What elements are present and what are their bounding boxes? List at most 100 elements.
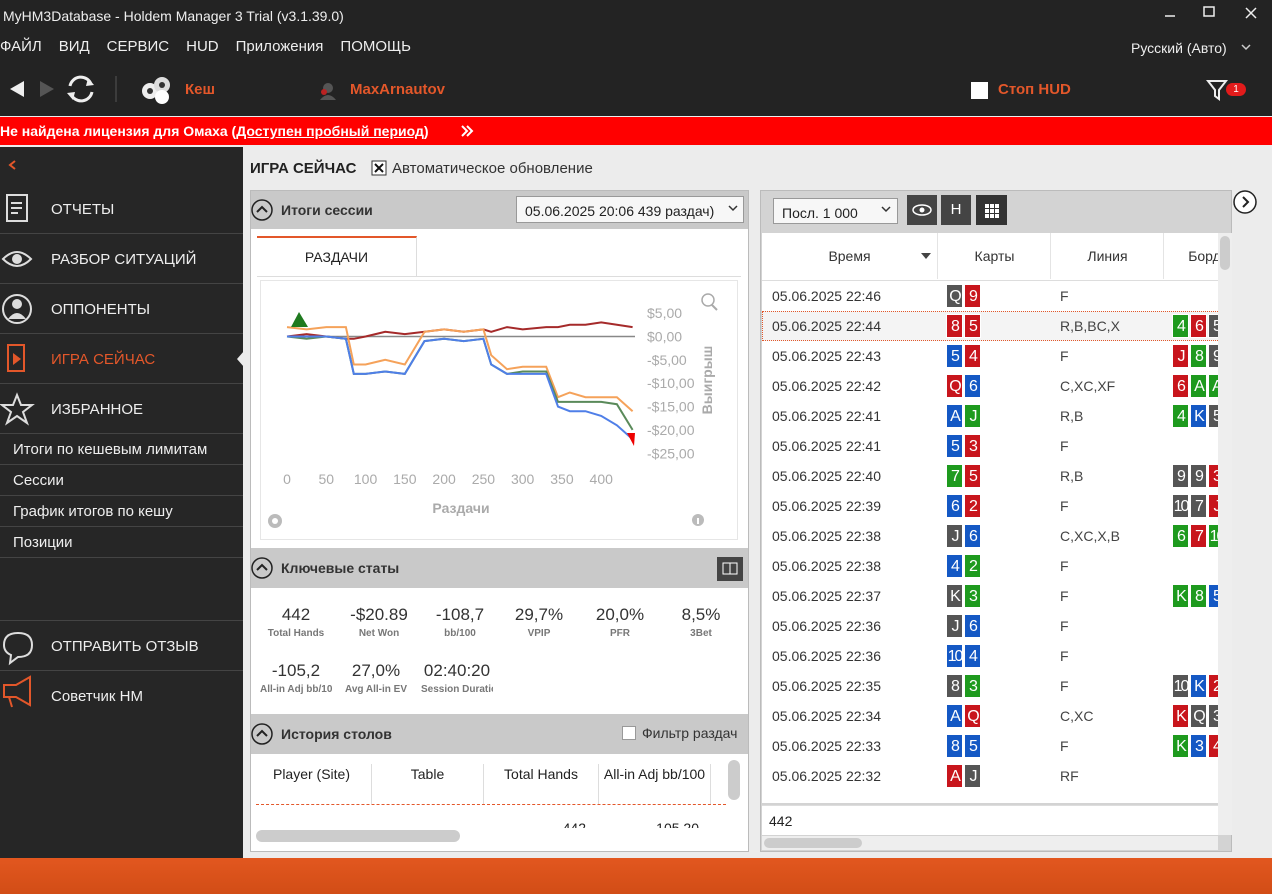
card: J: [946, 614, 963, 638]
card: 6: [1172, 374, 1189, 398]
scrollbar[interactable]: [1220, 236, 1230, 270]
column-header[interactable]: Карты: [939, 233, 1051, 279]
language-selector[interactable]: Русский (Авто): [1131, 40, 1227, 56]
session-selector[interactable]: 05.06.2025 20:06 439 раздач): [516, 196, 744, 223]
collapse-button[interactable]: [251, 723, 275, 747]
cell-time: 05.06.2025 22:35: [772, 678, 881, 694]
separator: [0, 670, 243, 671]
sidebar-icons: [0, 194, 35, 708]
menu-item[interactable]: СЕРВИС: [106, 38, 170, 55]
scrollbar[interactable]: [728, 760, 740, 800]
scrollbar[interactable]: [764, 838, 862, 848]
column-header[interactable]: Table: [372, 764, 484, 804]
collapse-arrow[interactable]: [6, 158, 18, 172]
window-controls[interactable]: [1150, 0, 1272, 30]
column-header[interactable]: Player (Site): [252, 764, 372, 804]
table-history: Player (Site) Table Total Hands All-in Adj …: [252, 756, 726, 828]
player-name[interactable]: MaxArnautov: [350, 81, 446, 98]
stat-label: Session Duration: [421, 684, 493, 695]
sub-nav-item[interactable]: Итоги по кешевым лимитам: [13, 441, 208, 458]
stat-value: -$20.89: [350, 605, 408, 624]
card: K: [946, 584, 963, 608]
nav-buttons[interactable]: [0, 70, 130, 110]
cell-time: 05.06.2025 22:44: [772, 318, 881, 334]
cell-line: C,XC,X,B: [1060, 528, 1120, 544]
card: 5: [946, 434, 963, 458]
card: 4: [964, 644, 981, 668]
card: 4: [964, 344, 981, 368]
auto-update-label[interactable]: Автоматическое обновление: [392, 160, 593, 177]
sub-nav-item[interactable]: График итогов по кешу: [13, 503, 173, 520]
sidebar: [0, 147, 243, 858]
replay-button[interactable]: [907, 195, 937, 225]
card: 2: [964, 554, 981, 578]
stop-hud-checkbox[interactable]: [971, 82, 988, 99]
card: 3: [964, 584, 981, 608]
expand-button[interactable]: [1233, 190, 1259, 216]
column-header[interactable]: All-in Adj bb/100: [599, 764, 711, 804]
filter-checkbox[interactable]: [622, 726, 636, 740]
h-button[interactable]: H: [941, 195, 971, 225]
nav-item[interactable]: ОТЧЕТЫ: [51, 201, 115, 218]
card: K: [1172, 734, 1189, 758]
max-marker: [291, 312, 308, 327]
card: 7: [1190, 524, 1207, 548]
column-header[interactable]: Борд: [1165, 233, 1218, 279]
layout-button[interactable]: [716, 556, 744, 582]
card: 9: [1172, 464, 1189, 488]
card: 4: [1172, 404, 1189, 428]
cell-line: R,B,BC,X: [1060, 318, 1120, 334]
column-header[interactable]: Время: [762, 233, 938, 279]
cell-time: 05.06.2025 22:36: [772, 618, 881, 634]
sub-nav-item[interactable]: Сессии: [13, 472, 64, 489]
stat-label: Total Hands: [267, 628, 325, 639]
card: A: [946, 404, 963, 428]
cash-button[interactable]: Кеш: [185, 81, 215, 98]
column-header[interactable]: Линия: [1052, 233, 1164, 279]
card: 6: [964, 614, 981, 638]
column-header[interactable]: Total Hands: [484, 764, 599, 804]
auto-update-checkbox[interactable]: [371, 160, 387, 176]
zoom-icon[interactable]: [701, 293, 715, 307]
cell-line: F: [1060, 558, 1069, 574]
license-banner: Не найдена лицензия для Омаха (Доступен …: [0, 117, 1272, 145]
banner-arrow[interactable]: [460, 124, 474, 138]
banner-link[interactable]: Доступен пробный период: [236, 123, 424, 139]
nav-item[interactable]: РАЗБОР СИТУАЦИЙ: [51, 251, 197, 268]
y-tick-label: $5,00: [647, 305, 682, 321]
nav-item[interactable]: ИЗБРАННОЕ: [51, 401, 144, 418]
menu-item[interactable]: Приложения: [235, 38, 324, 55]
hands-table: Время Карты Линия Борд 05.06.2025 22:46 Q 9 F 05…: [762, 233, 1218, 803]
card: 8: [946, 314, 963, 338]
sub-nav-item[interactable]: Позиции: [13, 534, 73, 551]
nav-item[interactable]: ОТПРАВИТЬ ОТЗЫВ: [51, 638, 199, 655]
card: 5: [964, 314, 981, 338]
collapse-button[interactable]: [251, 557, 275, 581]
collapse-button[interactable]: [251, 199, 275, 223]
filter-label[interactable]: Фильтр раздач: [642, 725, 738, 741]
stop-hud-label[interactable]: Стоп HUD: [998, 81, 1071, 98]
nav-item[interactable]: ОППОНЕНТЫ: [51, 301, 151, 318]
stat-label: bb/100: [444, 628, 476, 639]
nav-item[interactable]: ИГРА СЕЙЧАС: [51, 351, 156, 368]
filter-icon[interactable]: [1206, 78, 1228, 102]
card: 3: [964, 434, 981, 458]
hands-tab[interactable]: РАЗДАЧИ: [257, 236, 417, 276]
menu-item[interactable]: ПОМОЩЬ: [340, 38, 411, 55]
nav-item[interactable]: Советчик HM: [51, 688, 143, 705]
menu-item[interactable]: ФАЙЛ: [0, 38, 42, 55]
scrollbar[interactable]: [256, 830, 460, 842]
card: J: [1208, 494, 1218, 518]
menu-item[interactable]: ВИД: [58, 38, 90, 55]
grid-button[interactable]: [976, 195, 1007, 225]
cell-time: 05.06.2025 22:38: [772, 558, 881, 574]
chart: Выигрыш Раздачи $5,00 $0,00 -$5,00 -$10,00 -…: [268, 293, 718, 528]
menu-item[interactable]: HUD: [186, 38, 219, 55]
card: Q: [1190, 704, 1207, 728]
last-hands-selector[interactable]: Посл. 1 000: [773, 198, 898, 224]
card: Q: [946, 374, 963, 398]
status-bar: [0, 858, 1272, 894]
card: Q: [964, 704, 981, 728]
banner-text: Не найдена лицензия для Омаха (: [0, 123, 237, 139]
